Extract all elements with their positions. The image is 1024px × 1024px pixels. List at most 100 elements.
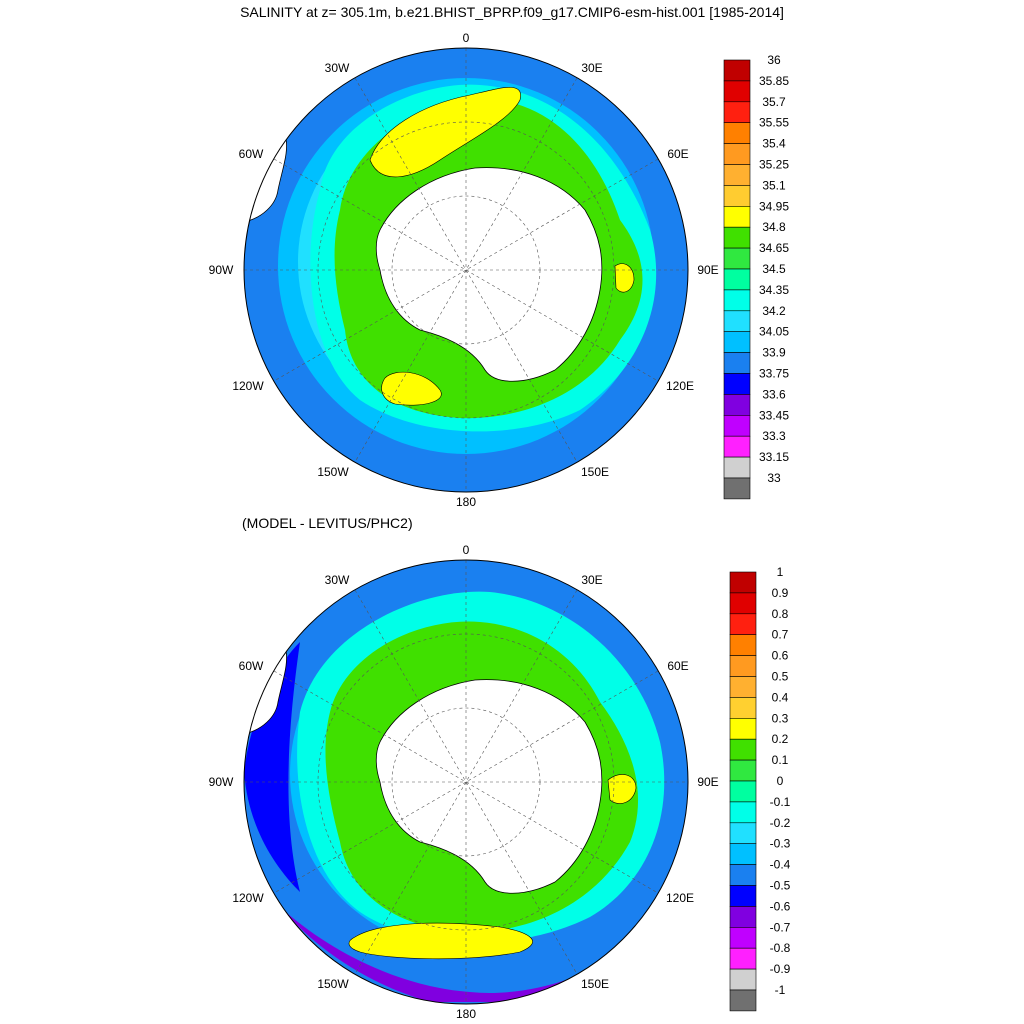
colorbar-swatch: [723, 310, 751, 332]
colorbar-tick-label: 33.9: [762, 346, 786, 360]
lon-label-150e: 150E: [581, 465, 609, 479]
lon-label-30e: 30E: [581, 61, 602, 75]
colorbar-swatch: [729, 780, 757, 803]
colorbar-tick-label: 1: [777, 565, 784, 579]
colorbar-tick-label: -1: [775, 983, 786, 997]
colorbar-swatch: [723, 206, 751, 228]
colorbar-swatch: [729, 885, 757, 907]
colorbar-tick-label: 0.7: [772, 628, 789, 642]
colorbar-swatch: [729, 738, 757, 761]
colorbar-tick-label: 0.9: [772, 586, 789, 600]
colorbar-swatch: [729, 655, 757, 677]
colorbar-swatch: [729, 906, 757, 928]
lon-label-180: 180: [456, 495, 476, 509]
colorbar-tick-label: 35.4: [762, 137, 786, 151]
colorbar-difference: 1 0.9 0.8 0.7 0.6 0.5 0.4 0.3 0.2 0.1 0 -0.1 -0.2 -0.…: [729, 565, 791, 1012]
diff-lon-label-30e: 30E: [581, 573, 602, 587]
colorbar-tick-label: -0.9: [770, 962, 791, 976]
colorbar-tick-label: 0.4: [772, 690, 789, 704]
colorbar-swatch: [729, 676, 757, 698]
diff-lon-label-120w: 120W: [232, 891, 264, 905]
diff-lon-label-60e: 60E: [667, 659, 688, 673]
colorbar-tick-label: 35.55: [759, 116, 789, 130]
colorbar-tick-label: -0.8: [770, 941, 791, 955]
colorbar-swatch: [729, 634, 757, 656]
colorbar-tick-label: -0.3: [770, 837, 791, 851]
colorbar-swatch: [723, 435, 751, 458]
diff-lon-label-120e: 120E: [666, 891, 694, 905]
colorbar-swatch: [723, 414, 751, 437]
lon-label-150w: 150W: [317, 465, 349, 479]
colorbar-swatch: [723, 268, 751, 291]
diff-blue-west: [244, 642, 300, 892]
colorbar-swatch: [723, 122, 751, 144]
map-grid: [244, 48, 688, 492]
difference-subtitle: (MODEL - LEVITUS/PHC2): [242, 515, 413, 531]
diff-lon-label-0: 0: [463, 543, 470, 557]
colorbar-swatch: [729, 822, 757, 844]
colorbar-tick-label: 0.8: [772, 607, 789, 621]
colorbar-swatch: [723, 456, 751, 479]
diff-map-boundary: [243, 559, 689, 1005]
colorbar-swatch: [723, 101, 751, 124]
colorbar-swatch: [729, 843, 757, 865]
plot-title: SALINITY at z= 305.1m, b.e21.BHIST_BPRP.…: [240, 4, 784, 20]
colorbar-tick-label: -0.4: [770, 858, 791, 872]
colorbar-tick-label: 33.45: [759, 408, 789, 422]
colorbar-swatch: [723, 331, 751, 353]
diff-lon-label-30w: 30W: [325, 573, 350, 587]
colorbar-swatch: [723, 143, 751, 165]
colorbar-swatch: [729, 864, 757, 886]
diff-map-grid: [244, 560, 688, 1004]
colorbar-swatch: [729, 697, 757, 719]
map-boundary: [243, 47, 689, 493]
colorbar-tick-label: 0.5: [772, 670, 789, 684]
lon-label-60w: 60W: [239, 147, 264, 161]
colorbar-swatch: [729, 989, 757, 1012]
colorbar-tick-label: 33.15: [759, 450, 789, 464]
colorbar-tick-label: 33: [767, 471, 781, 485]
diff-lon-label-180: 180: [456, 1007, 476, 1021]
colorbar-tick-label: 0.3: [772, 711, 789, 725]
colorbar-tick-label: -0.7: [770, 920, 791, 934]
lon-label-60e: 60E: [667, 147, 688, 161]
colorbar-tick-label: 35.7: [762, 95, 786, 109]
colorbar-tick-label: -0.2: [770, 816, 791, 830]
colorbar-swatch: [723, 80, 751, 103]
colorbar-tick-label: 0.2: [772, 732, 789, 746]
colorbar-tick-label: 33.75: [759, 367, 789, 381]
salinity-yellow-ross: [381, 371, 442, 406]
colorbar-tick-label: 34.95: [759, 199, 789, 213]
colorbar-tick-label: 34.2: [762, 304, 786, 318]
colorbar-swatch: [729, 571, 757, 594]
colorbar-tick-label: -0.1: [770, 795, 791, 809]
colorbar-swatch: [723, 352, 751, 374]
colorbar-swatch: [729, 718, 757, 740]
colorbar-swatch: [729, 947, 757, 970]
colorbar-swatch: [729, 759, 757, 782]
diff-lon-label-150e: 150E: [581, 977, 609, 991]
colorbar-swatch: [723, 164, 751, 186]
colorbar-tick-label: 35.85: [759, 74, 789, 88]
colorbar-swatch: [723, 185, 751, 207]
colorbar-swatch: [729, 801, 757, 824]
lon-label-120w: 120W: [232, 379, 264, 393]
colorbar-tick-label: 34.8: [762, 220, 786, 234]
colorbar-tick-label: 34.5: [762, 262, 786, 276]
colorbar-swatch: [729, 613, 757, 636]
lon-label-0: 0: [463, 31, 470, 45]
colorbar-swatch: [723, 226, 751, 249]
diff-yellow-ross: [348, 922, 533, 960]
diff-lon-label-90w: 90W: [209, 775, 234, 789]
colorbar-swatch: [729, 968, 757, 991]
lon-label-120e: 120E: [666, 379, 694, 393]
colorbar-tick-label: 34.05: [759, 325, 789, 339]
colorbar-swatch: [723, 247, 751, 270]
colorbar-tick-label: 34.35: [759, 283, 789, 297]
salinity-difference-polar-map: 0 30E 60E 90E 120E 150E 180 150W 120W 90…: [209, 543, 791, 1021]
colorbar-swatch: [723, 477, 751, 500]
diff-lon-label-150w: 150W: [317, 977, 349, 991]
colorbar-swatch: [723, 289, 751, 312]
colorbar-tick-label: 34.65: [759, 241, 789, 255]
salinity-polar-map: 0 30E 60E 90E 120E 150E 180 150W 120W 90…: [209, 31, 790, 509]
